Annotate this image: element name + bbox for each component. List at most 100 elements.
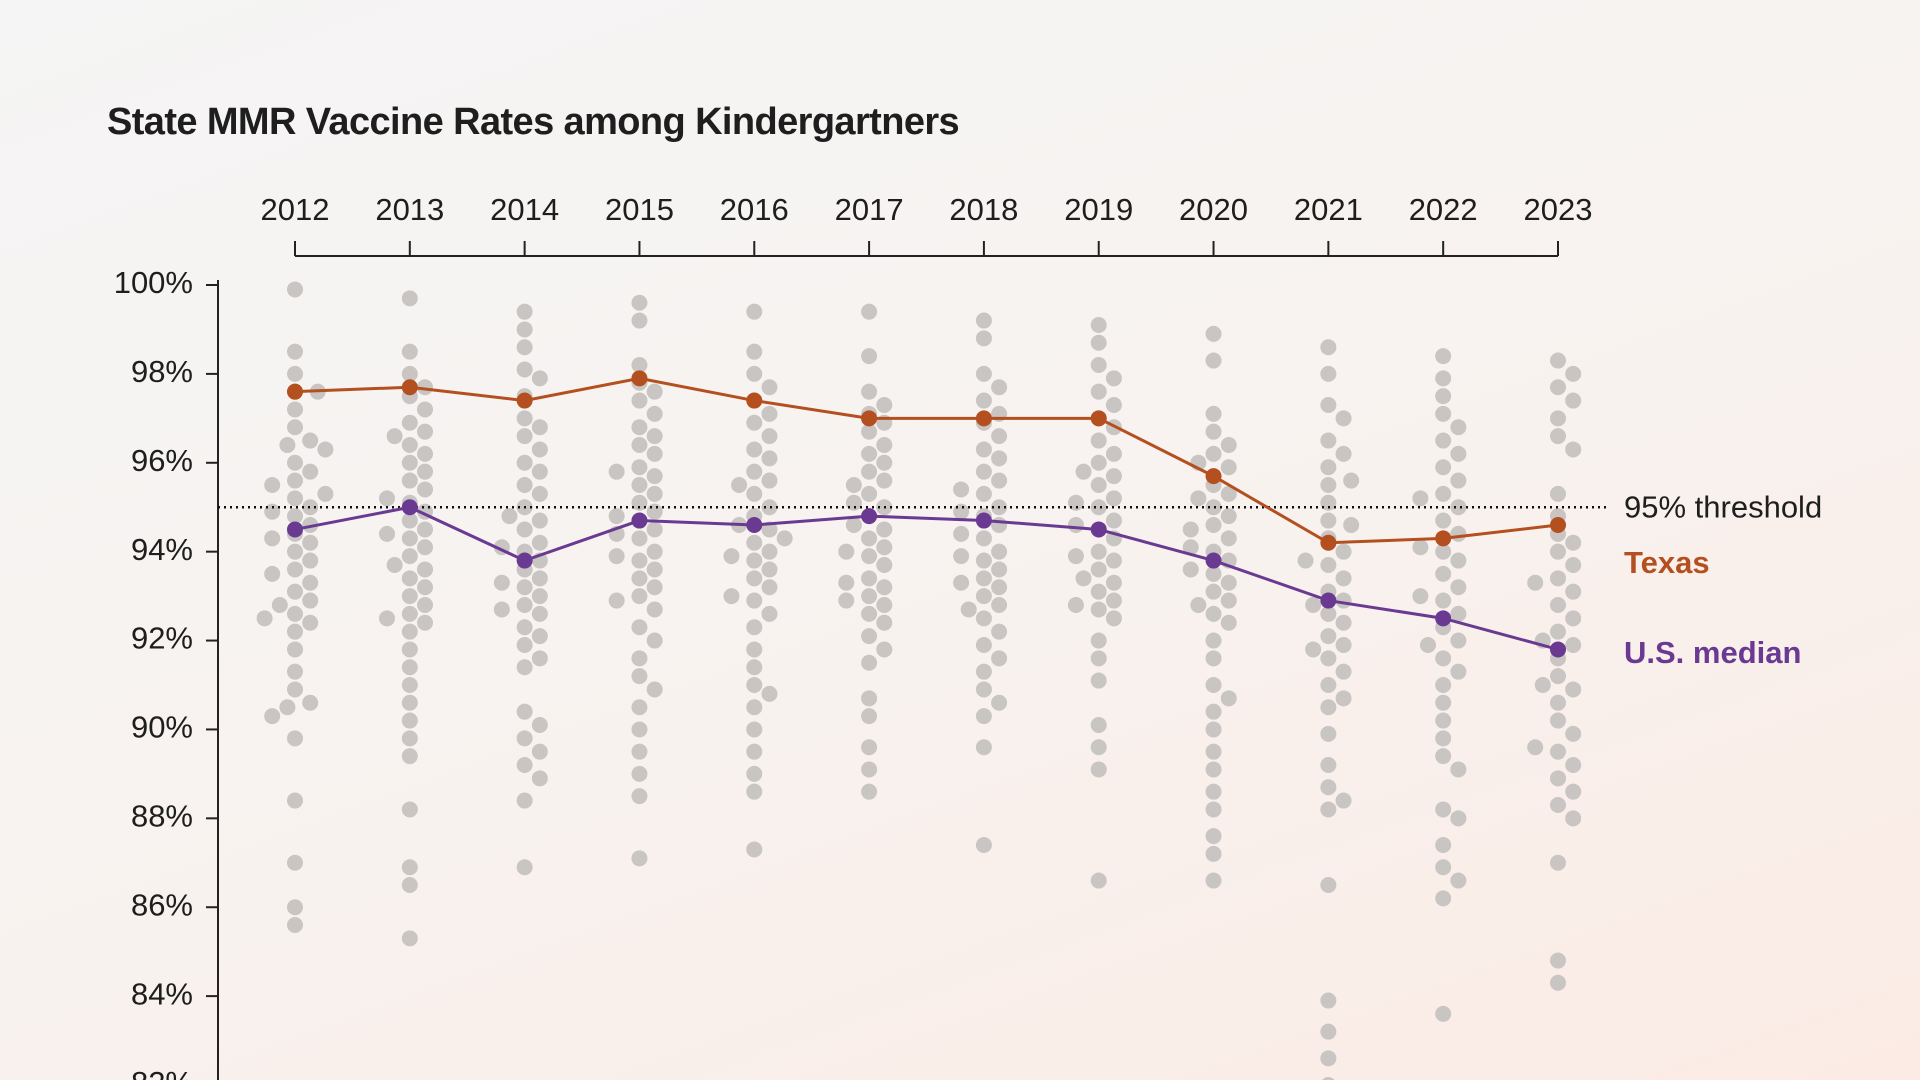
state-dot bbox=[417, 463, 434, 480]
state-dot bbox=[1335, 445, 1352, 462]
state-dot bbox=[631, 552, 648, 569]
state-dot bbox=[991, 472, 1008, 489]
state-dot bbox=[845, 517, 862, 533]
state-dot bbox=[317, 485, 334, 502]
state-dot bbox=[608, 592, 625, 609]
state-dot bbox=[531, 770, 548, 787]
state-dot bbox=[287, 899, 303, 916]
state-dot bbox=[516, 792, 533, 809]
state-dot bbox=[1090, 454, 1107, 471]
state-dot bbox=[1450, 552, 1467, 569]
state-dot bbox=[279, 699, 296, 716]
state-dot bbox=[302, 432, 319, 449]
state-dot bbox=[256, 610, 273, 627]
state-dot bbox=[975, 485, 992, 502]
state-dot bbox=[1320, 512, 1337, 529]
state-dot bbox=[861, 761, 878, 778]
state-dot bbox=[302, 614, 319, 631]
series-point bbox=[1435, 610, 1452, 627]
state-dot bbox=[646, 521, 663, 538]
state-dot bbox=[1205, 499, 1222, 516]
state-dot bbox=[516, 428, 533, 445]
state-dot bbox=[1090, 761, 1107, 778]
state-dot bbox=[1435, 592, 1452, 609]
state-dot bbox=[1205, 845, 1222, 862]
state-dot bbox=[417, 379, 434, 396]
state-dot bbox=[1105, 592, 1122, 609]
series-line bbox=[294, 505, 1559, 651]
state-dot bbox=[1182, 539, 1199, 556]
state-dot bbox=[1565, 783, 1582, 800]
state-dot bbox=[746, 619, 763, 636]
state-dot bbox=[631, 619, 648, 636]
state-dot bbox=[379, 490, 396, 507]
state-dot bbox=[975, 837, 992, 853]
state-dot bbox=[953, 503, 970, 520]
state-dot bbox=[1565, 534, 1582, 551]
state-dot bbox=[1435, 694, 1452, 711]
state-dot bbox=[876, 397, 893, 413]
state-dot bbox=[746, 441, 763, 458]
y-tick-label: 84% bbox=[131, 976, 193, 1011]
state-dot bbox=[1297, 552, 1314, 569]
state-dot bbox=[1205, 565, 1222, 582]
state-dot bbox=[1320, 699, 1337, 716]
state-dot bbox=[531, 419, 548, 436]
state-dot bbox=[516, 730, 533, 747]
state-dot bbox=[386, 428, 403, 445]
state-dot bbox=[516, 637, 533, 653]
series-point bbox=[975, 410, 992, 427]
series-point bbox=[516, 552, 533, 569]
state-dot bbox=[317, 441, 334, 458]
state-dot bbox=[1320, 801, 1337, 818]
state-dot bbox=[1450, 810, 1467, 827]
state-dot bbox=[1182, 521, 1199, 538]
state-dot bbox=[1105, 574, 1122, 591]
state-dot bbox=[876, 539, 893, 556]
state-dot bbox=[287, 854, 303, 871]
state-dot bbox=[746, 677, 763, 693]
state-dot bbox=[516, 757, 533, 773]
state-dot bbox=[746, 303, 763, 320]
state-dot bbox=[746, 570, 763, 587]
state-dot bbox=[1320, 459, 1337, 476]
state-dot bbox=[991, 543, 1008, 560]
x-tick-label: 2023 bbox=[1524, 192, 1593, 227]
state-dot bbox=[1105, 445, 1122, 462]
state-dot bbox=[631, 477, 648, 493]
state-dot bbox=[975, 330, 992, 347]
state-dot bbox=[1550, 974, 1566, 991]
series-point bbox=[861, 508, 878, 525]
state-dot bbox=[516, 521, 533, 538]
series-point bbox=[516, 392, 533, 409]
state-dot bbox=[516, 477, 533, 493]
state-dot bbox=[646, 601, 663, 618]
state-dot bbox=[1550, 743, 1566, 760]
state-dot bbox=[531, 485, 548, 502]
state-dot bbox=[1435, 348, 1452, 365]
state-dot bbox=[516, 339, 533, 356]
state-dot bbox=[746, 552, 763, 569]
state-dot bbox=[401, 512, 418, 529]
state-dot bbox=[264, 708, 281, 725]
series-point bbox=[1205, 468, 1222, 485]
state-dot bbox=[1435, 388, 1452, 405]
y-tick-label: 94% bbox=[131, 532, 193, 567]
state-dot bbox=[1550, 543, 1566, 560]
state-dot bbox=[401, 548, 418, 565]
state-dot bbox=[1205, 783, 1222, 800]
state-dot bbox=[1565, 757, 1582, 773]
state-dot bbox=[516, 859, 533, 876]
state-dot bbox=[493, 574, 510, 591]
series-point bbox=[746, 517, 763, 533]
state-dot bbox=[861, 570, 878, 587]
state-dot bbox=[1435, 730, 1452, 747]
state-dot bbox=[746, 343, 763, 360]
state-dot bbox=[1412, 490, 1429, 507]
state-dot bbox=[1320, 605, 1337, 622]
state-dot bbox=[287, 561, 303, 578]
state-dot bbox=[1090, 383, 1107, 400]
state-dot bbox=[646, 383, 663, 400]
state-dot bbox=[531, 370, 548, 387]
state-dot bbox=[1220, 508, 1237, 525]
